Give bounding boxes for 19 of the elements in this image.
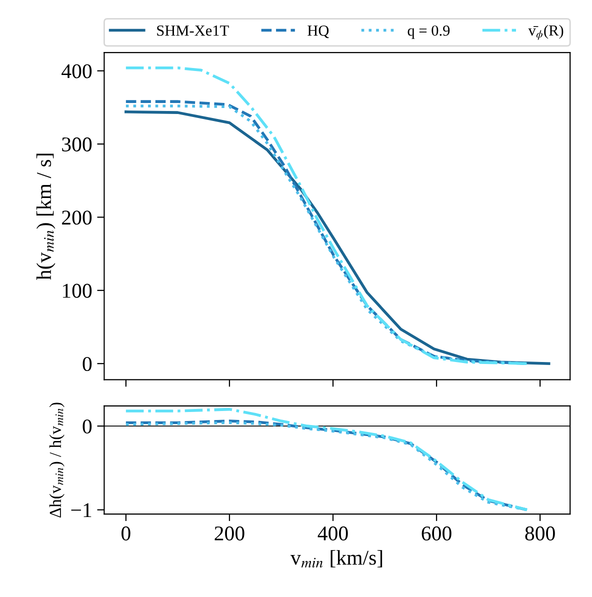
y-tick-label: 400 xyxy=(62,64,92,78)
y-tick-label: 200 xyxy=(62,210,92,225)
x-axis-title: v$_{min}$ [km/s] xyxy=(290,550,382,568)
y-tick-label: 300 xyxy=(62,137,92,152)
legend-label: SHM-Xe1T xyxy=(157,25,229,36)
y-tick-label: 0 xyxy=(82,419,92,434)
x-tick-label: 400 xyxy=(318,526,348,540)
y-tick-label: −1 xyxy=(71,503,92,518)
legend-label: HQ xyxy=(308,25,329,38)
legend-label: v̄$_{ϕ}$(R) xyxy=(528,24,564,40)
x-tick-label: 800 xyxy=(525,526,555,540)
x-tick-label: 0 xyxy=(122,526,130,540)
y-axis-title: h(v$_{min}$) [km / s] xyxy=(36,154,56,280)
x-tick-label: 200 xyxy=(214,526,244,540)
y-tick-label: 0 xyxy=(82,356,92,372)
y-tick-label: 100 xyxy=(62,284,92,298)
x-tick-label: 600 xyxy=(422,526,452,540)
y-axis-title: Δh(v$_{min}$) / h(v$_{min}$) xyxy=(49,402,64,518)
legend-label: q = 0.9 xyxy=(408,25,450,39)
